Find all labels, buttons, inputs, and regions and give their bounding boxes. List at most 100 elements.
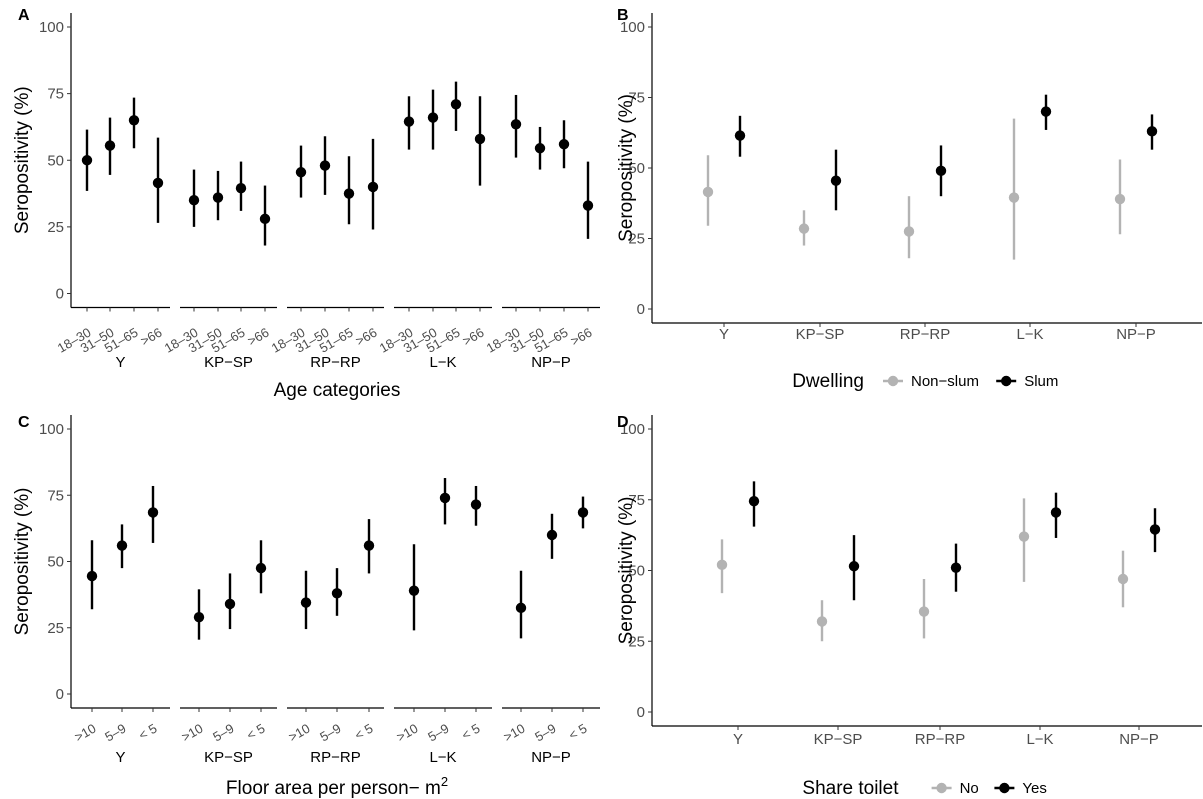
panel-a-NP−P-point [510, 119, 522, 130]
panel-b-panel-letter: B [617, 7, 629, 24]
panel-a-y-tick-label: 25 [47, 219, 64, 236]
panel-b-x-tick-label: KP−SP [796, 326, 845, 343]
panel-a-group-label: NP−P [531, 354, 571, 371]
panel-b-Non−slum-L−K-point [1008, 192, 1020, 203]
panel-c-group-label: L−K [429, 749, 456, 766]
panel-d-Yes-NP−P-point [1149, 524, 1161, 535]
panel-b-Slum-RP−RP-point [935, 165, 947, 177]
panel-b-x-tick-label: L−K [1016, 326, 1043, 343]
panel-c-Y-point [86, 570, 98, 582]
panel-d-Yes-L−K-point [1050, 507, 1062, 518]
panel-d-legend-key-point [999, 782, 1010, 794]
panel-d-Yes-RP−RP-point [950, 562, 962, 573]
panel-c-group-label: RP−RP [310, 749, 360, 766]
panel-c-group-label: Y [115, 749, 125, 766]
panel-c-KP−SP-point [193, 611, 205, 623]
panel-d-x-tick-label: L−K [1026, 731, 1053, 748]
panel-c-x-tick-label: 5–9 [317, 721, 343, 745]
panel-c-KP−SP-point [255, 562, 267, 574]
panel-c-x-tick-label: >10 [179, 721, 206, 745]
panel-d-panel-letter: D [617, 414, 629, 431]
panel-d-legend-label: Yes [1022, 780, 1046, 797]
panel-b-y-tick-label: 50 [628, 160, 645, 177]
panel-b-y-tick-label: 100 [620, 19, 645, 36]
panel-a-Y-point [152, 177, 164, 189]
panel-a-x-tick-label: >66 [138, 325, 165, 349]
panel-a-group-label: KP−SP [204, 354, 253, 371]
panel-a-y-axis-title: Seropositivity (%) [12, 86, 33, 234]
panel-a-group-label: L−K [429, 354, 456, 371]
panel-d-legend-title: Share toilet [802, 778, 899, 799]
panel-c-x-tick-label: 5–9 [532, 721, 558, 745]
panel-b-Non−slum-RP−RP-point [903, 226, 915, 237]
panel-c-y-axis-title: Seropositivity (%) [12, 488, 33, 636]
panel-b-Slum-Y-point [734, 130, 746, 141]
panel-c-group-label: KP−SP [204, 749, 253, 766]
panel-b-Slum-NP−P-point [1146, 126, 1158, 137]
panel-a-L−K-point [403, 116, 415, 127]
panel-a-KP−SP-point [259, 213, 271, 225]
panel-c-x-tick-label: >10 [394, 721, 421, 745]
panel-d-No-Y-point [716, 559, 728, 571]
panel-d-No-RP−RP-point [918, 606, 930, 617]
panel-b-Slum-KP−SP-point [830, 175, 842, 186]
panel-c-NP−P-point [546, 529, 558, 541]
panel-c-y-tick-label: 75 [47, 487, 64, 504]
panel-c-x-tick-label: >10 [286, 721, 313, 745]
panel-b-x-tick-label: RP−RP [900, 326, 950, 343]
panel-d-y-tick-label: 0 [637, 704, 645, 721]
panel-a-y-tick-label: 100 [39, 19, 64, 36]
panel-c-x-tick-label: >10 [501, 721, 528, 745]
panel-a-KP−SP-point [212, 192, 224, 203]
panel-b-Non−slum-KP−SP-point [798, 223, 810, 234]
panel-c-RP−RP-point [363, 540, 375, 551]
panel-c-y-tick-label: 25 [47, 620, 64, 637]
panel-b-legend-label: Non−slum [911, 373, 979, 390]
panel-d-No-KP−SP-point [816, 616, 828, 627]
panel-a-y-tick-label: 75 [47, 86, 64, 103]
panel-b-y-axis-title: Seropositivity (%) [616, 94, 637, 242]
panel-a-panel-letter: A [18, 7, 30, 24]
panel-a-x-axis-title: Age categories [274, 380, 401, 401]
panel-b-x-tick-label: NP−P [1116, 326, 1156, 343]
panel-c-NP−P-point [515, 602, 527, 614]
panel-a-NP−P-point [534, 143, 546, 154]
panel-b-legend-label: Slum [1024, 373, 1058, 390]
panel-b-Slum-L−K-point [1040, 106, 1052, 117]
panel-c-x-tick-label: < 5 [136, 721, 159, 743]
panel-c-x-tick-label: 5–9 [425, 721, 451, 745]
panel-a-NP−P-point [582, 200, 594, 211]
panel-d-y-tick-label: 75 [628, 492, 645, 509]
panel-a-y-tick-label: 0 [56, 286, 64, 303]
panel-d-x-tick-label: RP−RP [915, 731, 965, 748]
panel-a-Y-point [81, 155, 93, 166]
panel-b-y-tick-label: 0 [637, 301, 645, 318]
panel-a-y-tick-label: 50 [47, 152, 64, 169]
panel-d-Yes-Y-point [748, 495, 760, 507]
panel-c-Y-point [116, 540, 128, 551]
panel-a-RP−RP-point [367, 181, 379, 193]
panel-c-L−K-point [439, 492, 451, 504]
panel-c-L−K-point [408, 585, 420, 596]
panel-c-x-tick-label: 5–9 [102, 721, 128, 745]
panel-c-y-tick-label: 100 [39, 421, 64, 438]
panel-a-RP−RP-point [343, 188, 355, 199]
panel-b-y-tick-label: 75 [628, 90, 645, 107]
panel-d-y-tick-label: 25 [628, 633, 645, 650]
panel-d-y-tick-label: 100 [620, 421, 645, 438]
panel-d-No-L−K-point [1018, 531, 1030, 542]
panel-c-panel-letter: C [18, 414, 30, 431]
panel-d-x-tick-label: NP−P [1119, 731, 1159, 748]
panel-b-Non−slum-Y-point [702, 186, 714, 198]
panel-c-x-tick-label: < 5 [352, 721, 375, 743]
panel-b-legend-key-point [887, 375, 899, 387]
panel-b-legend-key-point [1001, 375, 1012, 387]
panel-a-KP−SP-point [235, 183, 247, 194]
panel-d-x-tick-label: Y [733, 731, 743, 748]
panel-c-NP−P-point [577, 507, 589, 518]
panel-a-RP−RP-point [319, 160, 331, 171]
panel-d-y-tick-label: 50 [628, 563, 645, 580]
panel-c-y-tick-label: 0 [56, 686, 64, 703]
panel-b-y-tick-label: 25 [628, 231, 645, 248]
